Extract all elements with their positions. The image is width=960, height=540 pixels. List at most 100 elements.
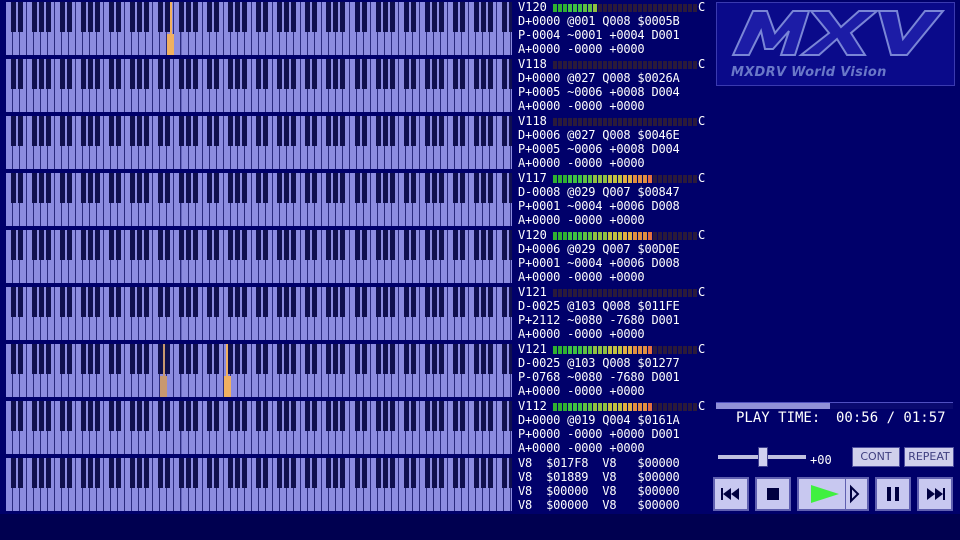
black-key: [410, 230, 416, 260]
black-key: [277, 458, 283, 488]
black-key: [31, 344, 37, 374]
channel-info: V112 C D+0000 @019 Q004 $0161A P+0000 -0000…: [518, 400, 708, 456]
meter-segment: [558, 232, 562, 240]
pause-button[interactable]: [875, 477, 911, 511]
channel-row-p: P-0004 ~0001 +0004 D001: [518, 28, 680, 42]
black-key: [452, 344, 458, 374]
black-key: [94, 116, 100, 146]
black-key: [256, 401, 262, 431]
meter-segment: [568, 403, 572, 411]
white-key: [490, 287, 498, 340]
play-button[interactable]: [797, 477, 869, 511]
transpose-slider-knob[interactable]: [758, 447, 768, 467]
black-key: [424, 458, 430, 488]
white-key: [293, 401, 301, 454]
black-key: [214, 230, 220, 260]
black-key: [59, 287, 65, 317]
meter-segment: [658, 175, 662, 183]
black-key: [410, 287, 416, 317]
black-key: [129, 458, 135, 488]
black-key: [403, 116, 409, 146]
white-key: [462, 287, 470, 340]
meter-segment: [618, 232, 622, 240]
piano-keyboard: [6, 230, 512, 283]
black-key: [59, 401, 65, 431]
black-key: [10, 116, 16, 146]
black-key: [361, 401, 367, 431]
meter-segment: [608, 403, 612, 411]
black-key: [87, 59, 93, 89]
black-key: [59, 2, 65, 32]
white-key: [490, 344, 498, 397]
black-key: [164, 116, 170, 146]
meter-segment: [608, 346, 612, 354]
white-key: [441, 59, 449, 112]
meter-segment: [583, 289, 587, 297]
channel-row-d: D-0025 @103 Q008 $011FE: [518, 299, 680, 313]
black-key: [136, 116, 142, 146]
black-key: [473, 2, 479, 32]
meter-segment: [638, 403, 642, 411]
black-key: [45, 116, 51, 146]
black-key: [312, 173, 318, 203]
black-key: [115, 230, 121, 260]
repeat-button[interactable]: REPEAT: [904, 447, 954, 467]
volume-label: V118: [518, 57, 547, 71]
white-key: [413, 401, 421, 454]
meter-segment: [633, 232, 637, 240]
white-key: [216, 458, 224, 511]
black-key: [66, 401, 72, 431]
black-key: [291, 458, 297, 488]
black-key: [354, 344, 360, 374]
black-key: [263, 59, 269, 89]
black-key: [80, 458, 86, 488]
rewind-button[interactable]: [713, 477, 749, 511]
black-key: [214, 59, 220, 89]
meter-segment: [683, 175, 687, 183]
white-key: [392, 173, 400, 226]
black-key: [186, 230, 192, 260]
piano-keyboard: [6, 344, 512, 397]
black-key: [115, 344, 121, 374]
black-key: [403, 401, 409, 431]
black-key: [354, 401, 360, 431]
status-bar: [0, 514, 960, 540]
meter-segment: [618, 289, 622, 297]
black-key: [256, 59, 262, 89]
channel-row-a: A+0000 -0000 +0000: [518, 327, 645, 341]
white-key: [167, 287, 175, 340]
fast-forward-button[interactable]: [917, 477, 953, 511]
black-key: [438, 173, 444, 203]
meter-segment: [558, 403, 562, 411]
white-key: [314, 116, 322, 169]
meter-segment: [618, 346, 622, 354]
black-key: [312, 344, 318, 374]
white-key: [69, 59, 77, 112]
white-key: [413, 287, 421, 340]
black-key: [333, 230, 339, 260]
black-key: [80, 344, 86, 374]
white-key: [293, 59, 301, 112]
transpose-slider[interactable]: [718, 447, 806, 467]
level-meter: [553, 61, 703, 69]
white-key: [265, 59, 273, 112]
piano-keyboard: [6, 116, 512, 169]
meter-segment: [693, 232, 697, 240]
black-key: [115, 458, 121, 488]
piano-keyboard: [6, 173, 512, 226]
black-key: [179, 458, 184, 488]
black-key: [480, 401, 486, 431]
black-key: [501, 59, 507, 89]
stop-button[interactable]: [755, 477, 791, 511]
white-key: [462, 2, 470, 55]
black-key: [242, 344, 248, 374]
black-key: [17, 59, 23, 89]
black-key: [115, 59, 121, 89]
black-key: [136, 2, 142, 32]
black-key: [508, 59, 512, 89]
black-key: [473, 287, 479, 317]
meter-segment: [593, 346, 597, 354]
cont-button[interactable]: CONT: [852, 447, 900, 467]
play-progress-bar[interactable]: [716, 402, 953, 409]
black-key: [382, 458, 388, 488]
